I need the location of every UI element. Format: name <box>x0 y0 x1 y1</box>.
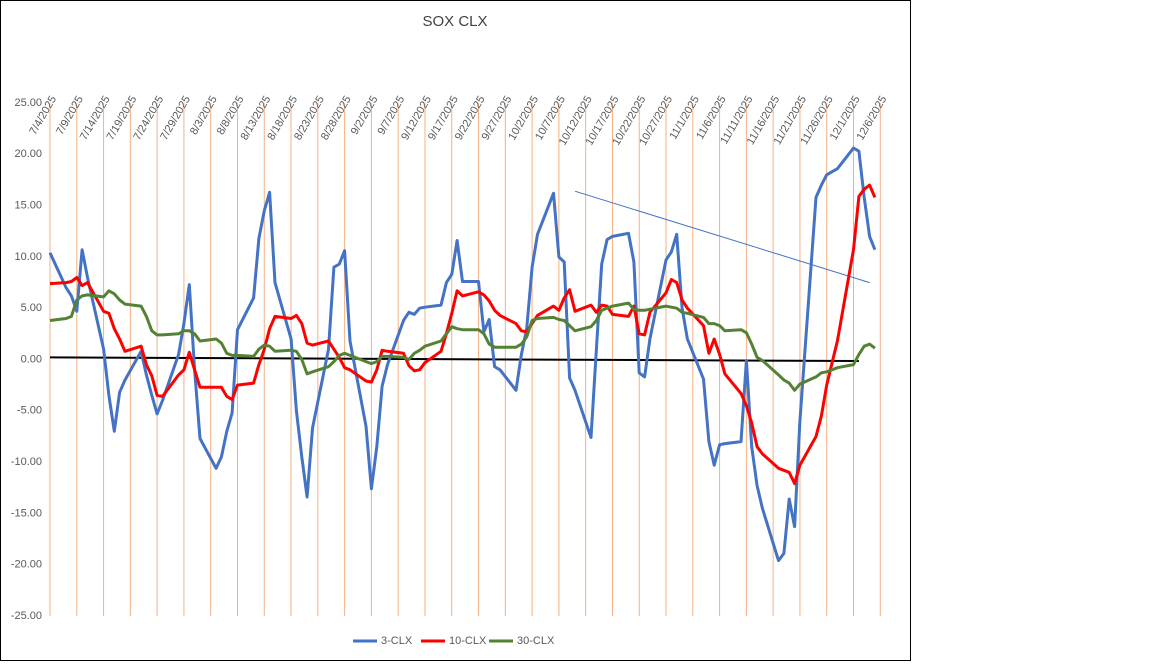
legend-label: 30-CLX <box>517 635 555 647</box>
trendline <box>49 356 859 362</box>
y-tick-label: -10.00 <box>11 456 42 468</box>
y-tick-label: -25.00 <box>11 610 42 622</box>
series-line <box>48 146 877 563</box>
y-tick-label: 20.00 <box>14 148 42 160</box>
y-tick-label: -20.00 <box>11 559 42 571</box>
y-tick-label: 5.00 <box>21 302 42 314</box>
chart-title: SOX CLX <box>422 13 487 30</box>
y-tick-label: 15.00 <box>14 200 42 212</box>
trendline <box>574 190 870 284</box>
legend-label: 3-CLX <box>381 635 413 647</box>
series-line <box>49 183 877 486</box>
y-tick-label: 0.00 <box>21 353 42 365</box>
y-tick-label: -15.00 <box>11 507 42 519</box>
y-tick-label: 25.00 <box>14 97 42 109</box>
y-tick-label: 10.00 <box>14 251 42 263</box>
series-line <box>49 289 876 392</box>
y-tick-label: -5.00 <box>17 405 42 417</box>
legend-label: 10-CLX <box>449 635 487 647</box>
